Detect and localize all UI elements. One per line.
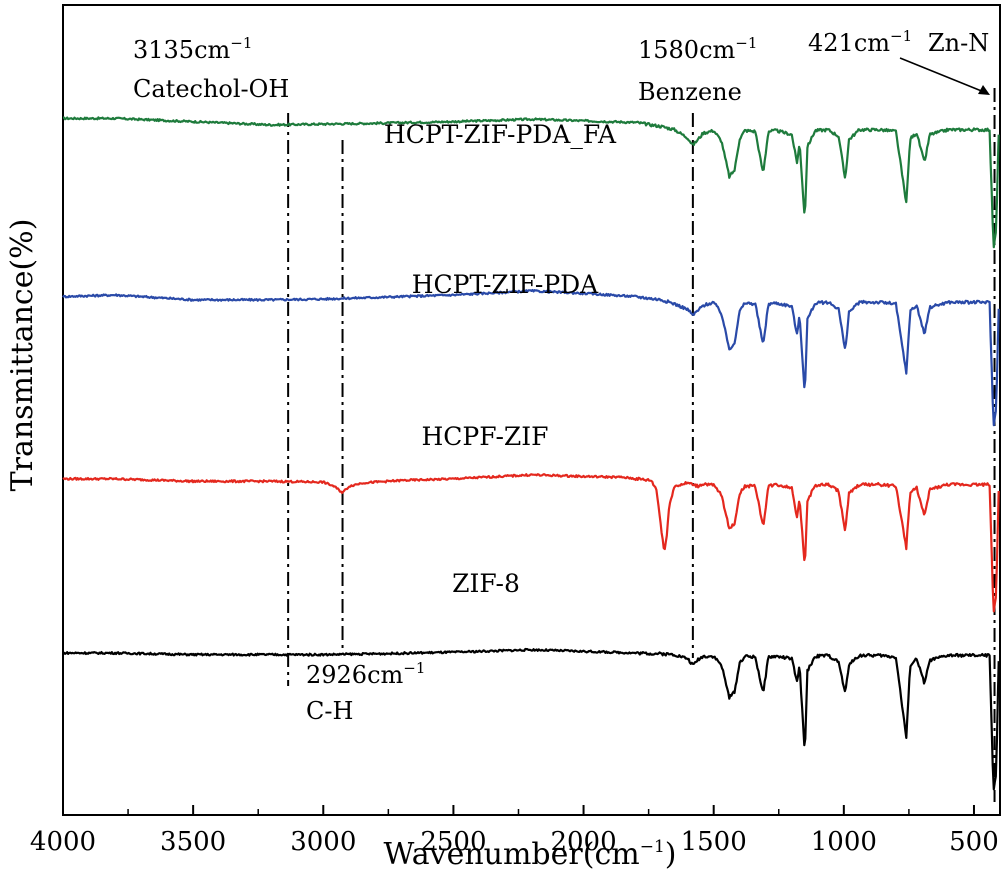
annotation-421-unit: cm	[854, 29, 890, 57]
annotation-421-number: 421	[808, 29, 854, 57]
annotation-421-arrowhead	[978, 85, 990, 95]
series-line-zif-8	[62, 647, 1000, 791]
annotation-2926-value: 2926cm−1	[306, 659, 425, 689]
x-axis-title-unit: cm	[594, 837, 639, 872]
annotation-1580-group: Benzene	[638, 78, 742, 106]
series-label-hcpt-zif-pda: HCPT-ZIF-PDA	[412, 270, 599, 299]
x-tick-label: 2000	[550, 827, 616, 857]
series-label-hcpt-zif-pda-fa: HCPT-ZIF-PDA_FA	[384, 120, 617, 149]
series-lines	[62, 116, 1000, 791]
x-tick-label: 4000	[30, 827, 96, 857]
series-line-hcpt-zif-pda-fa	[62, 116, 1000, 249]
x-axis-title: Wavenumber(cm−1)	[384, 837, 677, 872]
annotation-421-exp: −1	[890, 27, 912, 45]
x-axis-title-open: (	[583, 837, 595, 872]
x-tick-label: 3000	[290, 827, 356, 857]
annotation-2926-exp: −1	[403, 659, 425, 677]
x-axis-title-exp: −1	[640, 837, 665, 857]
annotation-3135-group: Catechol-OH	[133, 75, 289, 103]
annotation-2926-unit: cm	[367, 661, 403, 689]
annotation-1580-exp: −1	[735, 34, 757, 52]
annotation-421-arrow	[899, 57, 985, 93]
annotation-3135-exp: −1	[230, 34, 252, 52]
annotation-3135-value: 3135cm−1	[133, 34, 252, 64]
x-tick-label: 1500	[681, 827, 747, 857]
y-axis-title: Transmittance(%)	[5, 219, 40, 492]
x-axis-title-close: )	[665, 837, 677, 872]
x-axis-ticks: 4000 3500 3000 2500 2000 1500 1000 500	[30, 805, 999, 857]
x-tick-label: 500	[949, 827, 999, 857]
annotation-1580-value: 1580cm−1	[638, 34, 757, 64]
annotation-1580-unit: cm	[699, 36, 735, 64]
x-tick-label: 3500	[160, 827, 226, 857]
annotation-3135-unit: cm	[194, 36, 230, 64]
annotation-3135-number: 3135	[133, 36, 194, 64]
series-line-hcpf-zif	[62, 473, 1000, 613]
series-label-hcpf-zif: HCPF-ZIF	[421, 422, 548, 451]
series-label-zif-8: ZIF-8	[452, 569, 520, 598]
plot-frame	[62, 4, 1001, 816]
annotation-421-group: Zn-N	[928, 29, 989, 57]
annotation-421-value: 421cm−1	[808, 27, 912, 57]
annotation-1580-number: 1580	[638, 36, 699, 64]
x-tick-label: 1000	[811, 827, 877, 857]
x-axis-title-text: Wavenumber	[384, 837, 584, 872]
x-tick-label: 2500	[420, 827, 486, 857]
annotation-2926-group: C-H	[306, 697, 353, 725]
series-line-hcpt-zif-pda	[62, 288, 1000, 427]
reference-lines	[287, 88, 996, 802]
annotation-2926-number: 2926	[306, 661, 367, 689]
